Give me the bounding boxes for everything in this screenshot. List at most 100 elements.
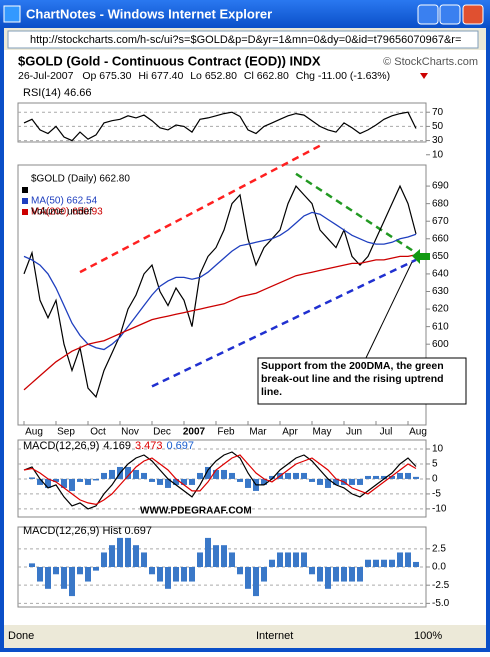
x-tick-label: Mar <box>249 427 267 438</box>
url: http://stockcharts.com/h-sc/ui?s=$GOLD&p… <box>30 34 461 46</box>
x-tick-label: 2007 <box>183 427 206 438</box>
minimize[interactable] <box>417 4 439 25</box>
hist-bar <box>293 552 299 567</box>
hist-bar <box>101 552 107 567</box>
zone: Internet <box>256 630 293 642</box>
hist-bar <box>69 567 75 597</box>
hist-bar <box>141 552 147 567</box>
hist-bar <box>69 478 75 491</box>
hist-bar <box>109 469 115 479</box>
hist-bar <box>269 559 275 567</box>
annotation-text: Support from the 200DMA, the green break… <box>261 360 444 398</box>
panel-title: MACD(12,26,9) 4.169 3.473 0.697 <box>23 440 194 452</box>
hist-bar <box>93 567 99 571</box>
x-tick-label: Oct <box>90 427 106 438</box>
close-price: Cl 662.80 <box>244 70 289 82</box>
hist-bar <box>149 478 155 482</box>
hist-bar <box>197 552 203 567</box>
hist-bar <box>173 478 179 485</box>
y-tick-label: 30 <box>432 135 444 146</box>
hist-bar <box>37 478 43 485</box>
y-tick-label: -10 <box>432 504 447 515</box>
panel <box>17 102 427 143</box>
y-tick-label: 600 <box>432 339 449 350</box>
x-tick-label: Aug <box>25 427 43 438</box>
title-bar <box>0 0 490 28</box>
hist-bar <box>413 476 419 479</box>
hist-bar <box>165 478 171 488</box>
hist-bar <box>133 545 139 567</box>
hist-bar <box>213 469 219 479</box>
hist-bar <box>389 475 395 479</box>
zoom: 100% <box>414 630 442 642</box>
hist-bar <box>189 567 195 582</box>
hist-bar <box>197 472 203 479</box>
open: Op 675.30 <box>82 70 131 82</box>
hist-bar <box>221 545 227 567</box>
hist-bar <box>285 472 291 479</box>
y-tick-label: 620 <box>432 304 449 315</box>
hist-bar <box>317 478 323 485</box>
hist-bar <box>165 567 171 589</box>
x-tick-label: Feb <box>217 427 235 438</box>
hist-bar <box>205 466 211 479</box>
hist-bar <box>229 552 235 567</box>
change: Chg -11.00 (-1.63%) <box>296 70 390 82</box>
macd-label: MACD(12,26,9) <box>23 440 99 452</box>
hist-bar <box>189 478 195 485</box>
hist-bar <box>413 561 419 567</box>
hist-bar <box>53 478 59 482</box>
hist-bar <box>85 567 91 582</box>
x-tick-label: Nov <box>121 427 139 438</box>
hist-bar <box>125 537 131 567</box>
pointer <box>364 261 413 361</box>
hist-bar <box>357 478 363 485</box>
x-tick-label: Dec <box>153 427 171 438</box>
y-tick-label: 0.0 <box>432 562 446 573</box>
legend-swatch <box>22 187 28 193</box>
x-tick-label: May <box>313 427 332 438</box>
hist-bar <box>261 478 267 485</box>
green-arrow <box>412 249 430 264</box>
series-line <box>23 211 417 351</box>
hist-bar <box>141 472 147 479</box>
hist-bar <box>85 478 91 485</box>
hist-bar <box>317 567 323 582</box>
hist-bar <box>109 545 115 567</box>
legend-entry: $GOLD (Daily) 662.80 <box>31 174 130 185</box>
y-tick-label: -5 <box>432 489 441 500</box>
x-tick-label: Apr <box>282 427 298 438</box>
hist-bar <box>277 552 283 567</box>
hist-bar <box>157 567 163 582</box>
x-tick-label: Jul <box>380 427 393 438</box>
hist-bar <box>125 466 131 479</box>
y-tick-label: 680 <box>432 198 449 209</box>
status-bar <box>4 625 486 648</box>
low: Lo 652.80 <box>190 70 237 82</box>
macd-value: 0.697 <box>166 440 194 452</box>
hist-bar <box>77 478 83 482</box>
legend-entry: MA(200) 650.93 <box>31 207 103 218</box>
watermark: WWW.PDEGRAAF.COM <box>140 506 252 517</box>
hist-bar <box>333 478 339 485</box>
hist-bar <box>269 475 275 479</box>
hist-bar <box>381 475 387 479</box>
hist-bar <box>397 552 403 567</box>
x-tick-label: Aug <box>409 427 427 438</box>
series-line <box>23 454 417 506</box>
close[interactable] <box>462 4 484 25</box>
hist-bar <box>253 567 259 597</box>
hist-bar <box>333 567 339 582</box>
hist-bar <box>173 567 179 582</box>
hist-bar <box>213 545 219 567</box>
app-icon <box>3 5 21 23</box>
hist-bar <box>61 478 67 488</box>
hist-bar <box>389 559 395 567</box>
url-field[interactable] <box>7 30 479 49</box>
hist-bar <box>45 478 51 488</box>
maximize[interactable] <box>439 4 461 25</box>
y-tick-label: 660 <box>432 233 449 244</box>
hist-bar <box>117 537 123 567</box>
hist-bar <box>181 478 187 485</box>
hist-bar <box>93 478 99 481</box>
